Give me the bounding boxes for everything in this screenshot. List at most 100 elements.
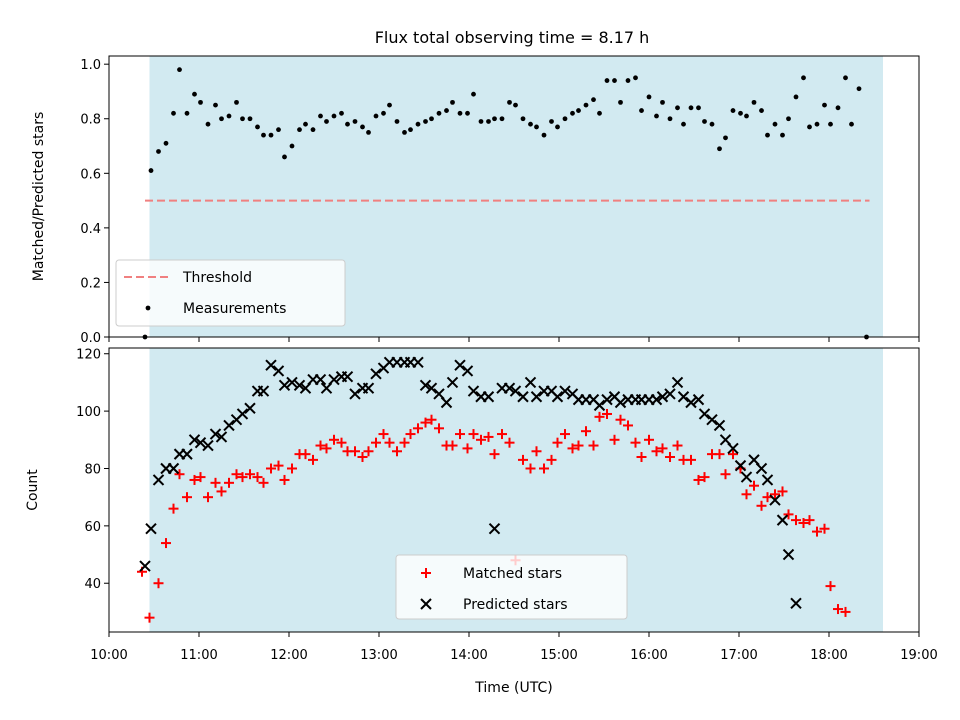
predicted-star-marker-b bbox=[194, 436, 207, 449]
measurement-point bbox=[828, 121, 833, 127]
measurement-point bbox=[591, 97, 596, 103]
measurement-point bbox=[148, 168, 154, 173]
y-tick-label: 0.2 bbox=[80, 276, 101, 291]
predicted-star-marker-b bbox=[202, 439, 214, 452]
predicted-star-marker-b bbox=[692, 393, 705, 406]
measurement-point bbox=[702, 119, 707, 124]
measurement-point bbox=[801, 75, 806, 81]
measurement-point bbox=[486, 119, 491, 124]
y-tick-label: 120 bbox=[76, 348, 101, 363]
measurements-legend-label: Measurements bbox=[183, 301, 286, 317]
predicted-star-marker-b bbox=[671, 376, 684, 389]
predicted-star-marker-b bbox=[272, 365, 285, 377]
predicted-star-marker-b bbox=[566, 388, 579, 400]
time-x-axis-label: Time (UTC) bbox=[474, 680, 552, 696]
measurement-point bbox=[583, 102, 589, 108]
measurement-point bbox=[444, 108, 449, 113]
predicted-stars-points bbox=[139, 356, 802, 610]
measurement-point bbox=[240, 116, 245, 122]
measurement-point bbox=[759, 108, 764, 113]
predicted-star-marker-b bbox=[677, 391, 690, 403]
measurement-point bbox=[562, 116, 568, 122]
matched-legend-label: Matched stars bbox=[463, 566, 562, 582]
measurement-point bbox=[738, 110, 743, 116]
predicted-star-marker-b bbox=[782, 548, 795, 561]
predicted-star-marker-b bbox=[425, 382, 438, 394]
measurement-point bbox=[177, 67, 182, 73]
measurement-point bbox=[639, 108, 644, 113]
measurement-point bbox=[814, 121, 820, 127]
predicted-star-marker-b bbox=[761, 474, 774, 486]
measurement-point bbox=[646, 94, 652, 100]
predicted-star-marker-b bbox=[286, 376, 298, 389]
measurement-point bbox=[415, 121, 421, 127]
time-x-ticks: 10:00 11:00 12:00 13:00 14:00 15:00 16:00 17:00… bbox=[90, 632, 938, 663]
predicted-star-marker-b bbox=[650, 393, 663, 406]
measurement-point bbox=[255, 124, 260, 130]
x-tick-label: 15:00 bbox=[540, 648, 577, 663]
predicted-star-marker-b bbox=[167, 462, 180, 475]
predicted-star-marker-b bbox=[265, 359, 277, 371]
measurement-point bbox=[303, 121, 308, 127]
measurement-point bbox=[513, 102, 518, 108]
measurement-point bbox=[856, 86, 862, 92]
predicted-star-marker-b bbox=[257, 385, 270, 397]
count-y-ticks: 40 60 80 100 120 bbox=[76, 348, 109, 592]
predicted-star-marker-b bbox=[734, 459, 747, 472]
predicted-star-marker-b bbox=[412, 356, 424, 369]
measurement-point bbox=[324, 119, 329, 124]
x-tick-label: 17:00 bbox=[720, 648, 757, 663]
measurement-point bbox=[276, 127, 281, 133]
measurement-point bbox=[471, 91, 476, 97]
measurement-point bbox=[730, 108, 736, 113]
predicted-star-marker-b bbox=[188, 434, 201, 446]
predicted-star-marker-b bbox=[482, 391, 495, 403]
predicted-star-marker-b bbox=[328, 373, 340, 386]
measurement-point bbox=[352, 119, 358, 124]
predicted-star-marker-b bbox=[467, 385, 480, 397]
x-tick-label: 14:00 bbox=[450, 648, 487, 663]
count-y-axis-label: Count bbox=[25, 469, 41, 511]
predicted-star-marker-b bbox=[236, 408, 249, 420]
predicted-star-marker-b bbox=[139, 560, 151, 572]
measurement-point bbox=[492, 116, 497, 122]
count-axes-frame bbox=[108, 347, 920, 633]
measurement-point bbox=[387, 102, 392, 108]
measurement-point bbox=[772, 121, 778, 127]
predicted-star-marker-b bbox=[698, 408, 711, 420]
predicted-star-marker-b bbox=[461, 365, 474, 377]
predicted-star-marker-b bbox=[685, 396, 697, 409]
predicted-star-marker-b bbox=[664, 388, 676, 400]
measurement-point bbox=[744, 113, 749, 119]
measurement-point bbox=[171, 110, 176, 116]
measurement-point bbox=[654, 113, 659, 119]
measurement-point bbox=[234, 99, 239, 105]
y-tick-label: 40 bbox=[84, 577, 101, 592]
y-tick-label: 80 bbox=[84, 462, 101, 477]
measurement-point bbox=[394, 119, 400, 124]
measurements-legend-swatch bbox=[145, 305, 151, 311]
measurement-point bbox=[297, 127, 302, 133]
measurement-point bbox=[366, 129, 371, 135]
measurement-point bbox=[408, 127, 413, 133]
measurement-point bbox=[576, 108, 581, 113]
measurement-point bbox=[667, 116, 673, 122]
predicted-star-marker-b bbox=[593, 399, 606, 412]
predicted-star-marker-b bbox=[419, 379, 432, 392]
y-tick-label: 100 bbox=[76, 405, 101, 420]
predicted-star-marker-b bbox=[341, 370, 354, 383]
measurement-point bbox=[849, 121, 854, 127]
measurement-point bbox=[717, 146, 722, 152]
x-tick-label: 13:00 bbox=[360, 648, 397, 663]
measurement-point bbox=[457, 110, 463, 116]
x-tick-label: 11:00 bbox=[180, 648, 217, 663]
ratio-axes-frame bbox=[108, 55, 920, 338]
measurement-point bbox=[226, 113, 232, 119]
measurement-point bbox=[843, 75, 848, 81]
measurement-point bbox=[688, 105, 694, 111]
predicted-star-marker-b bbox=[776, 514, 789, 526]
predicted-star-marker-b bbox=[503, 382, 516, 394]
ratio-legend-box bbox=[115, 259, 346, 327]
chart-title: Flux total observing time = 8.17 h bbox=[375, 28, 650, 47]
